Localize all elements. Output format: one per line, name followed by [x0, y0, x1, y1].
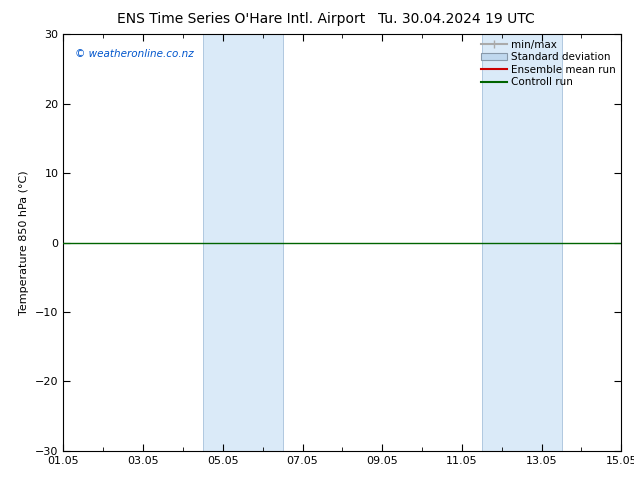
Y-axis label: Temperature 850 hPa (°C): Temperature 850 hPa (°C)	[20, 170, 30, 315]
Text: ENS Time Series O'Hare Intl. Airport: ENS Time Series O'Hare Intl. Airport	[117, 12, 365, 26]
Legend: min/max, Standard deviation, Ensemble mean run, Controll run: min/max, Standard deviation, Ensemble me…	[481, 40, 616, 87]
Text: Tu. 30.04.2024 19 UTC: Tu. 30.04.2024 19 UTC	[378, 12, 535, 26]
Bar	[482, 34, 562, 451]
Text: © weatheronline.co.nz: © weatheronline.co.nz	[75, 49, 193, 59]
Bar	[203, 34, 283, 451]
